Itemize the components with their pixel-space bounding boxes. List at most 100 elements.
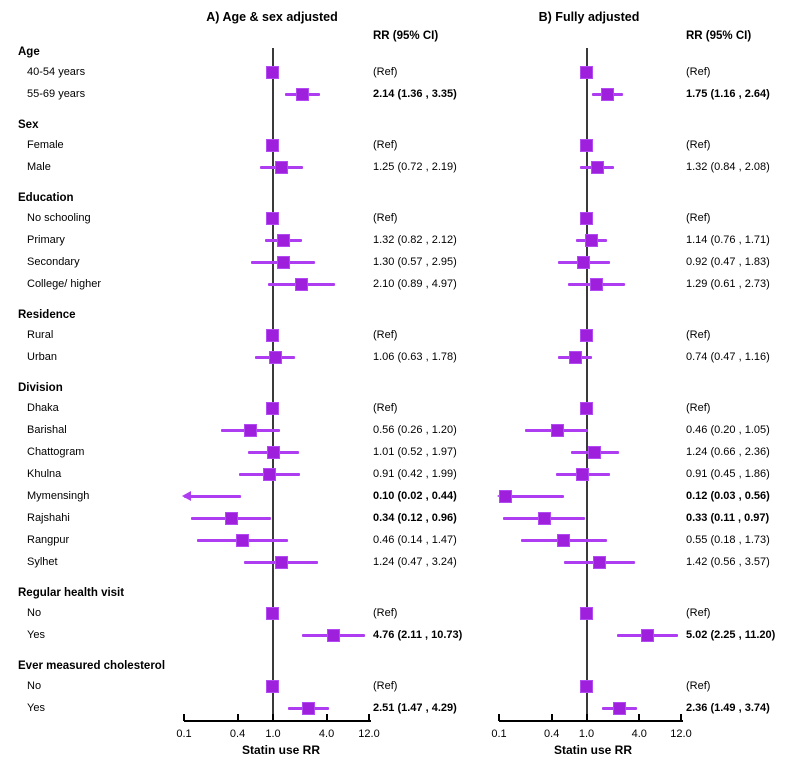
- point-estimate-marker-A: [244, 423, 258, 437]
- section-label: Age: [18, 46, 40, 58]
- point-estimate-marker-B: [537, 511, 551, 525]
- rr-value-B: 0.91 (0.45 , 1.86): [686, 468, 770, 480]
- rr-value-A: 0.91 (0.42 , 1.99): [373, 468, 457, 480]
- rr-value-B: 0.12 (0.03 , 0.56): [686, 490, 770, 502]
- row-label: Chattogram: [27, 446, 85, 458]
- point-estimate-marker-B: [585, 233, 598, 247]
- ref-marker-A: [266, 211, 280, 225]
- row-label: No schooling: [27, 212, 91, 224]
- ref-marker-B: [580, 138, 594, 152]
- row-label: Yes: [27, 629, 45, 641]
- rr-value-B: 1.14 (0.76 , 1.71): [686, 234, 770, 246]
- x-axis-tick-A: [368, 714, 370, 721]
- rr-value-B: 1.42 (0.56 , 3.57): [686, 556, 770, 568]
- rr-value-A: 1.25 (0.72 , 2.19): [373, 161, 457, 173]
- point-estimate-marker-A: [236, 533, 250, 547]
- point-estimate-marker-A: [262, 467, 276, 481]
- point-estimate-marker-B: [576, 255, 590, 269]
- ref-marker-B: [580, 65, 594, 79]
- point-estimate-marker-A: [275, 160, 289, 174]
- x-axis-tick-label-A: 12.0: [358, 728, 380, 740]
- ref-marker-A: [266, 138, 280, 152]
- point-estimate-marker-B: [557, 533, 571, 547]
- point-estimate-marker-B: [588, 445, 602, 459]
- rr-value-A: 2.14 (1.36 , 3.35): [373, 88, 457, 100]
- x-axis-tick-B: [585, 714, 588, 721]
- reference-line-A: [271, 48, 274, 720]
- panel-b-title: B) Fully adjusted: [538, 10, 640, 24]
- x-axis-line-B: [499, 720, 683, 722]
- point-estimate-marker-B: [550, 423, 564, 437]
- rr-value-B: 1.32 (0.84 , 2.08): [686, 161, 770, 173]
- rr-value-B: 0.74 (0.47 , 1.16): [686, 351, 770, 363]
- ref-marker-B: [580, 211, 594, 225]
- row-label: Mymensingh: [27, 490, 90, 502]
- point-estimate-marker-A: [295, 277, 309, 291]
- x-axis-tick-label-B: 0.4: [544, 728, 560, 740]
- x-axis-tick-label-B: 1.0: [578, 728, 595, 740]
- x-axis-tick-label-A: 0.1: [176, 728, 192, 740]
- row-label: 55-69 years: [27, 88, 86, 100]
- row-label: Rural: [27, 329, 54, 341]
- rr-value-A: 4.76 (2.11 , 10.73): [373, 629, 463, 641]
- rr-value-A: 0.46 (0.14 , 1.47): [373, 534, 457, 546]
- x-axis-tick-B: [550, 714, 553, 721]
- section-label: Regular health visit: [18, 587, 125, 599]
- x-axis-tick-label-B: 12.0: [670, 728, 692, 740]
- x-axis-tick-label-A: 4.0: [318, 728, 335, 740]
- ref-marker-B: [580, 606, 594, 620]
- row-label: Urban: [27, 351, 57, 363]
- rr-value-A: 2.51 (1.47 , 4.29): [373, 702, 457, 714]
- ref-marker-B: [580, 679, 594, 693]
- section-label: Residence: [18, 309, 76, 321]
- rr-value-A: (Ref): [373, 66, 398, 78]
- rr-value-B: 0.46 (0.20 , 1.05): [686, 424, 770, 436]
- ref-marker-B: [580, 328, 594, 342]
- ref-marker-A: [266, 606, 280, 620]
- section-label: Education: [18, 192, 74, 204]
- point-estimate-marker-A: [326, 628, 340, 642]
- row-label: Rajshahi: [27, 512, 70, 524]
- rr-value-B: 0.55 (0.18 , 1.73): [686, 534, 770, 546]
- rr-value-A: 1.06 (0.63 , 1.78): [373, 351, 457, 363]
- rr-value-B: (Ref): [686, 680, 711, 692]
- rr-value-A: 1.01 (0.52 , 1.97): [373, 446, 457, 458]
- x-axis-tick-A: [271, 714, 274, 721]
- x-axis-tick-label-A: 0.4: [229, 728, 246, 740]
- rr-value-B: (Ref): [686, 402, 711, 414]
- rr-value-A: (Ref): [373, 139, 398, 151]
- row-label: No: [27, 607, 42, 619]
- rr-value-B: 0.33 (0.11 , 0.97): [686, 512, 770, 524]
- ref-marker-A: [266, 65, 280, 79]
- point-estimate-marker-B: [590, 160, 604, 174]
- rr-value-A: 2.10 (0.89 , 4.97): [373, 278, 457, 290]
- reference-line-B: [585, 48, 588, 720]
- section-label: Division: [18, 382, 63, 394]
- row-label: Dhaka: [27, 402, 59, 414]
- rr-value-B: (Ref): [686, 212, 711, 224]
- row-label: Rangpur: [27, 534, 70, 546]
- point-estimate-marker-B: [612, 701, 626, 715]
- rr-value-A: (Ref): [373, 402, 398, 414]
- rr-value-A: 0.56 (0.26 , 1.20): [373, 424, 457, 436]
- rr-value-A: (Ref): [373, 329, 398, 341]
- point-estimate-marker-B: [593, 555, 607, 569]
- point-estimate-marker-B: [641, 628, 655, 642]
- point-estimate-marker-B: [589, 277, 603, 291]
- point-estimate-marker-A: [277, 233, 291, 247]
- section-label: Sex: [18, 119, 39, 131]
- point-estimate-marker-A: [224, 511, 238, 525]
- x-axis-tick-label-A: 1.0: [265, 728, 281, 740]
- row-label: Barishal: [27, 424, 67, 436]
- point-estimate-marker-B: [576, 467, 590, 481]
- row-label: Yes: [27, 702, 45, 714]
- rr-value-B: 0.92 (0.47 , 1.83): [686, 256, 770, 268]
- section-label: Ever measured cholesterol: [18, 660, 166, 672]
- panel-a-title: A) Age & sex adjusted: [206, 10, 338, 24]
- row-label: Male: [27, 161, 51, 173]
- row-label: Female: [27, 139, 64, 151]
- x-axis-tick-label-B: 4.0: [631, 728, 647, 740]
- panel-b-x-axis-label: Statin use RR: [553, 743, 633, 757]
- point-estimate-marker-A: [302, 701, 316, 715]
